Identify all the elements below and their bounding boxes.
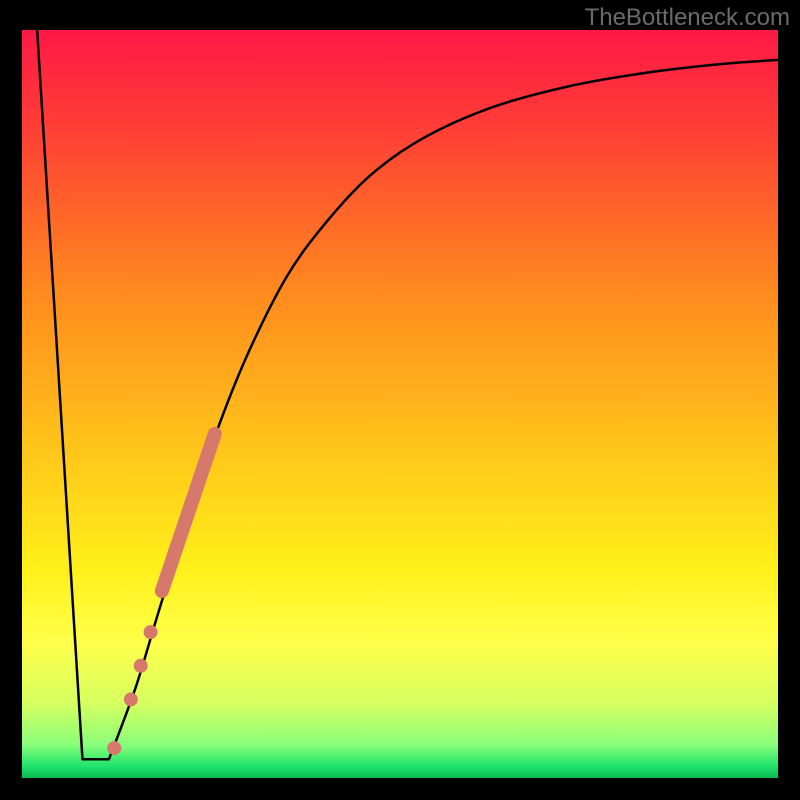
watermark-text: TheBottleneck.com [585,4,790,32]
frame-right [778,0,800,800]
bottleneck-chart [22,30,778,778]
highlight-dot [144,625,158,639]
highlight-dot [107,741,121,755]
highlight-dot [134,659,148,673]
frame-left [0,0,22,800]
frame-bottom [0,778,800,800]
highlight-dot [124,692,138,706]
